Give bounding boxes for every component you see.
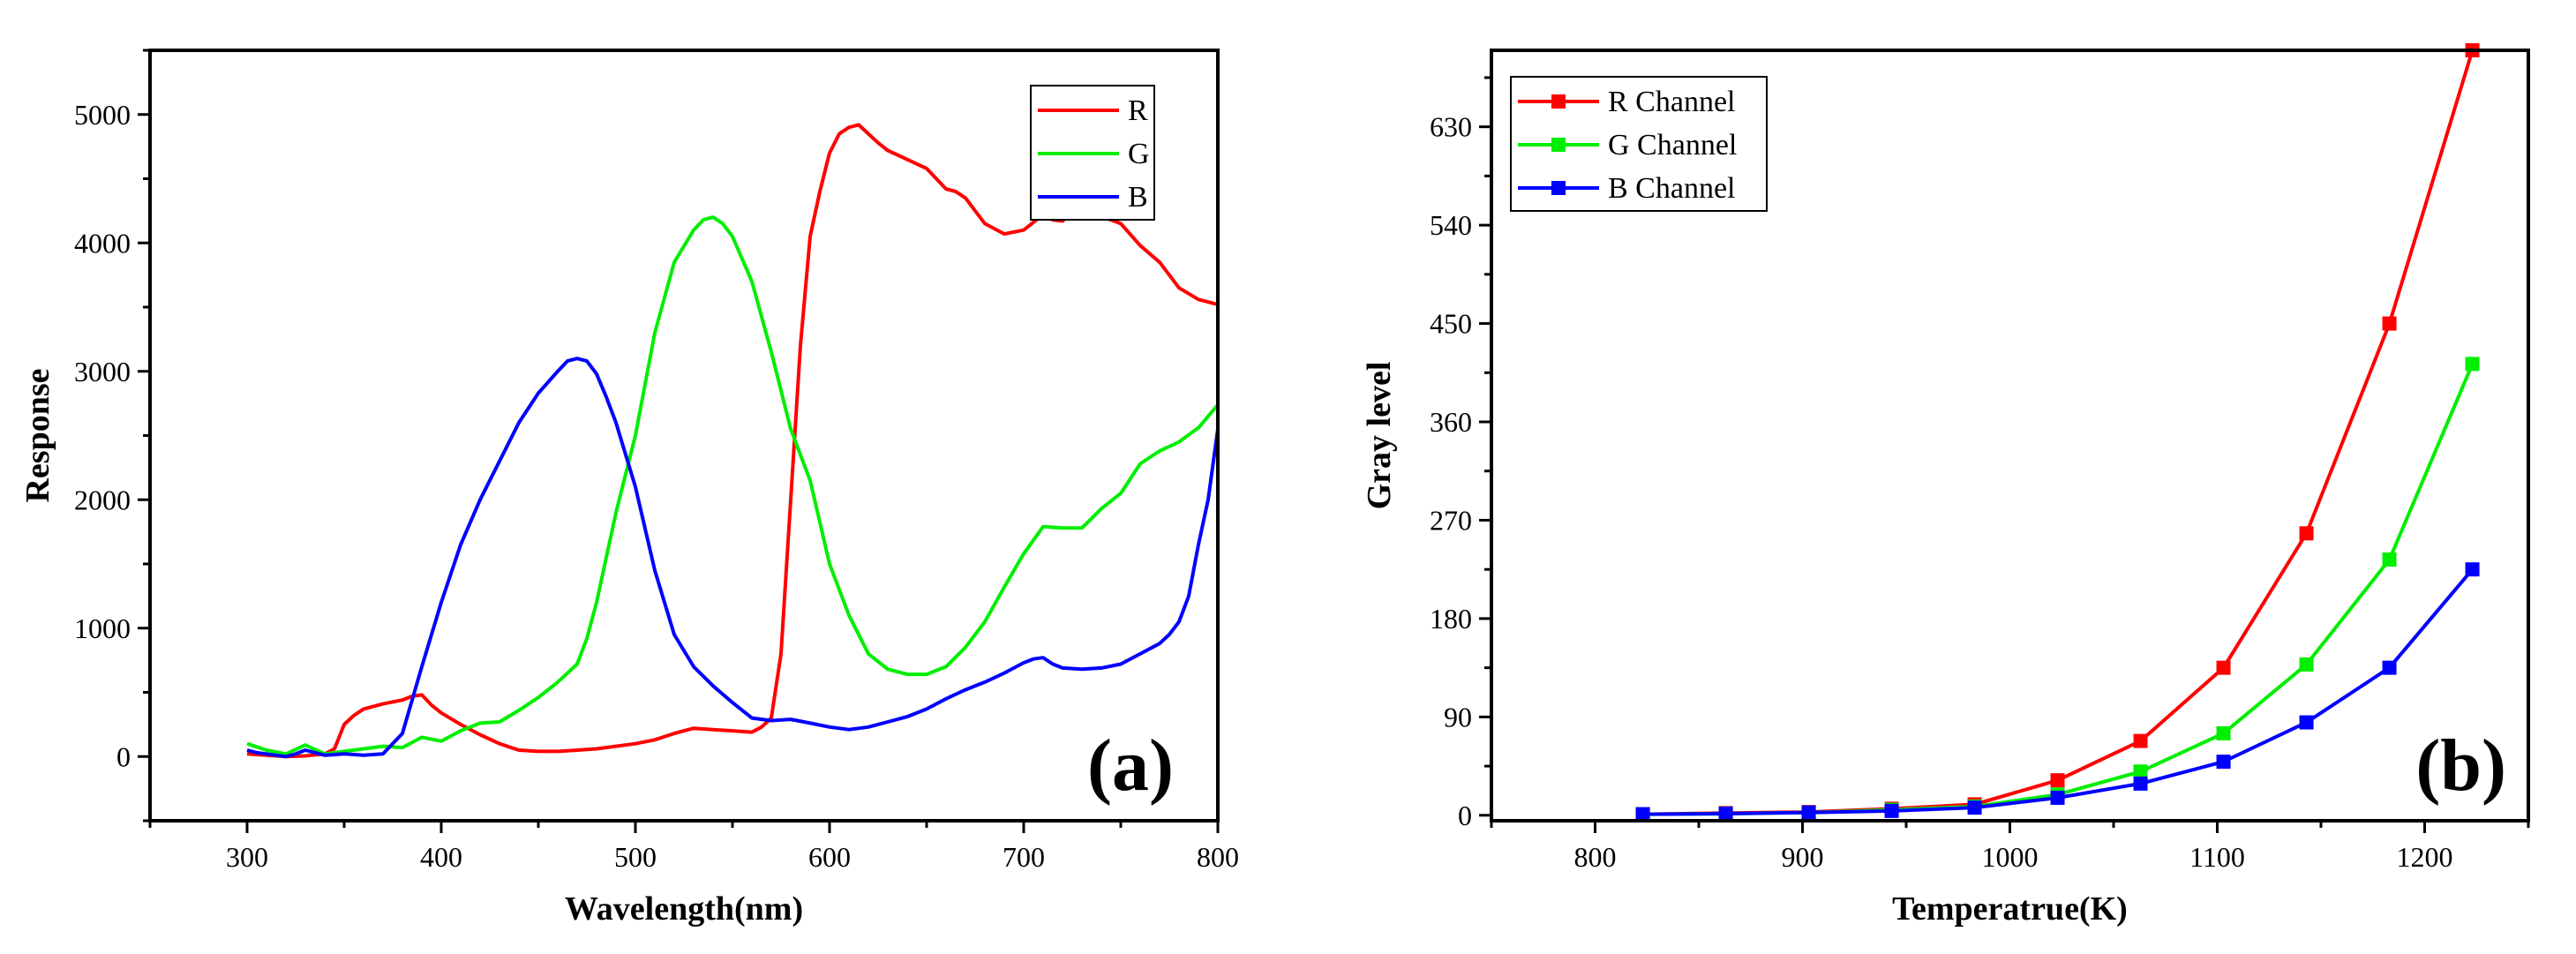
data-point-b-channel <box>2465 562 2480 577</box>
legend-marker <box>1551 94 1566 109</box>
y-tick-label: 450 <box>1430 308 1472 340</box>
panel-label-a: (a) <box>1087 725 1174 807</box>
x-tick-label: 400 <box>420 841 462 873</box>
legend-marker <box>1551 138 1566 152</box>
data-point-b-channel <box>2133 776 2148 791</box>
data-point-b-channel <box>2216 755 2231 770</box>
data-point-r-channel <box>2050 773 2065 788</box>
legend-label: B Channel <box>1608 172 1735 205</box>
data-point-r-channel <box>2216 660 2231 675</box>
data-point-b-channel <box>2299 715 2314 730</box>
x-tick-label: 800 <box>1197 841 1239 873</box>
chart-panel-b: 800 900 1000 1100 1200090180270360450540630 … <box>1361 43 2530 928</box>
data-point-b-channel <box>2050 790 2065 805</box>
x-axis-title-a: Wavelength(nm) <box>565 890 803 928</box>
chart-panel-a: 300 400 500 600 700 800010002000300040005000 … <box>19 49 1239 928</box>
legend-label: R <box>1128 94 1148 127</box>
axis-ticks-a: 300 400 500 600 700 800 0 1000 2000 3000 4000 5000 <box>74 49 1239 873</box>
x-tick-label: 1100 <box>2189 841 2245 873</box>
y-tick-label: 180 <box>1430 603 1472 635</box>
x-tick-label: 1000 <box>1982 841 2039 873</box>
x-tick-label: 700 <box>1003 841 1045 873</box>
data-point-b-channel <box>2382 660 2397 675</box>
data-point-r-channel <box>2382 316 2397 331</box>
x-tick-label: 600 <box>808 841 851 873</box>
y-tick-label: 4000 <box>74 227 131 259</box>
axis-ticks-b: 800 900 1000 1100 1200 0 90 180 270 360 450 540 630 <box>1430 76 2530 873</box>
y-tick-label: 90 <box>1444 701 1472 732</box>
y-tick-label: 0 <box>1458 800 1472 831</box>
legend-label: R Channel <box>1608 86 1735 118</box>
legend-a: RGB <box>1030 85 1155 221</box>
data-point-b-channel <box>1884 803 1899 818</box>
series-line-g <box>246 215 1220 756</box>
y-axis-title-a: Response <box>19 368 56 502</box>
data-point-g-channel <box>2382 552 2397 567</box>
y-tick-label: 0 <box>116 740 131 772</box>
legend-label: G <box>1128 138 1150 170</box>
legend-b: R Channel G Channel B Channel <box>1510 76 1768 212</box>
y-tick-label: 1000 <box>74 612 131 644</box>
data-point-g-channel <box>2133 764 2148 779</box>
data-point-b-channel <box>1801 805 1816 820</box>
y-tick-label: 5000 <box>74 99 131 131</box>
plot-area-a <box>246 123 1220 759</box>
data-point-r-channel <box>2133 733 2148 748</box>
legend-label: B <box>1128 181 1148 214</box>
legend-marker <box>1551 181 1566 195</box>
y-tick-label: 2000 <box>74 484 131 515</box>
legend-label: G Channel <box>1608 129 1737 162</box>
y-tick-label: 540 <box>1430 209 1472 241</box>
series-line-b <box>246 357 1220 759</box>
data-point-b-channel <box>1635 807 1650 822</box>
x-tick-label: 300 <box>226 841 268 873</box>
y-tick-label: 270 <box>1430 504 1472 536</box>
data-point-g-channel <box>2216 725 2231 740</box>
data-point-b-channel <box>1967 800 1982 815</box>
plot-area-b <box>1635 43 2480 822</box>
y-axis-title-b: Gray level <box>1361 362 1398 510</box>
x-axis-title-b: Temperatrue(K) <box>1892 890 2128 928</box>
panel-label-b: (b) <box>2415 725 2506 807</box>
data-point-r-channel <box>2299 526 2314 541</box>
x-tick-label: 1200 <box>2397 841 2453 873</box>
y-tick-label: 360 <box>1430 406 1472 438</box>
x-tick-label: 500 <box>614 841 657 873</box>
x-tick-label: 900 <box>1782 841 1824 873</box>
data-point-g-channel <box>2465 357 2480 372</box>
data-point-g-channel <box>2299 657 2314 672</box>
y-tick-label: 630 <box>1430 111 1472 143</box>
x-tick-label: 800 <box>1574 841 1617 873</box>
y-tick-label: 3000 <box>74 356 131 387</box>
data-point-b-channel <box>1718 806 1733 821</box>
